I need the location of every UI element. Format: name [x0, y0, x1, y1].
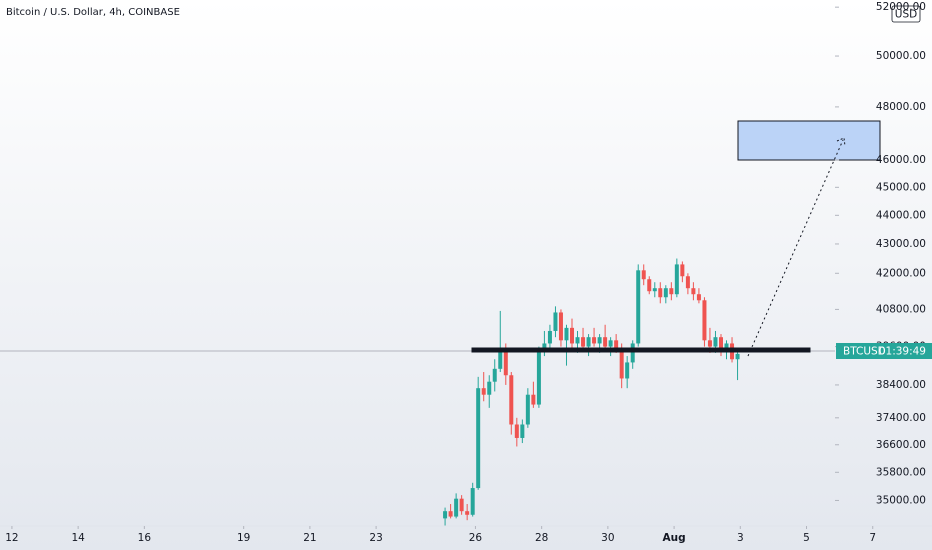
candle-body [581, 337, 586, 347]
candle-body [476, 388, 481, 489]
currency-label: USD [895, 9, 917, 21]
candle-body [625, 362, 630, 379]
x-tick-label: 14 [71, 532, 85, 544]
y-tick-label: 46000.00 [876, 154, 926, 166]
y-tick-label: 40800.00 [876, 303, 926, 315]
candle-body [570, 327, 575, 344]
candle-body [520, 424, 525, 438]
x-tick-label: 7 [869, 532, 876, 544]
y-tick-label: 38400.00 [876, 379, 926, 391]
price-tag [836, 343, 932, 359]
candle-body [663, 288, 668, 298]
x-tick-label: 19 [237, 532, 250, 544]
candle-body [542, 343, 547, 350]
y-tick-label: 45000.00 [876, 181, 926, 193]
candles [443, 258, 740, 526]
x-tick-label: 28 [535, 532, 548, 544]
x-tick-label: 5 [803, 532, 810, 544]
candle-body [586, 337, 591, 347]
y-tick-label: 48000.00 [876, 101, 926, 113]
x-tick-label: Aug [663, 532, 686, 544]
candle-body [498, 349, 503, 369]
candle-body [702, 300, 707, 341]
candle-body [575, 337, 580, 344]
y-tick-label: 42000.00 [876, 267, 926, 279]
candle-body [696, 294, 701, 301]
candle-body [470, 488, 475, 515]
candle-body [652, 288, 657, 292]
candle-body [724, 343, 729, 350]
y-tick-label: 50000.00 [876, 50, 926, 62]
chart-title: Bitcoin / U.S. Dollar, 4h, COINBASE [6, 7, 180, 18]
candle-body [630, 343, 635, 363]
candle-body [536, 349, 541, 405]
candle-body [636, 270, 641, 344]
countdown-label: 01:39:49 [879, 346, 926, 358]
x-tick-label: 21 [303, 532, 316, 544]
y-tick-label: 44000.00 [876, 209, 926, 221]
candle-body [691, 288, 696, 295]
y-tick-label: 35000.00 [876, 494, 926, 506]
x-tick-label: 12 [5, 532, 18, 544]
candle-body [719, 337, 724, 350]
arrow-head [836, 137, 846, 147]
candle-body [658, 288, 663, 298]
currency-box [891, 5, 921, 23]
symbol-label: BTCUSD [843, 346, 886, 358]
candle-body [713, 337, 718, 347]
candle-body [558, 312, 563, 341]
candle-body [525, 394, 530, 425]
y-tick-label: 43000.00 [876, 238, 926, 250]
support-zone [471, 347, 811, 353]
candle-body [680, 264, 685, 277]
candle-body [614, 340, 619, 350]
candle-body [685, 276, 690, 289]
candle-body [669, 288, 674, 295]
candle-body [492, 368, 497, 382]
candle-body [531, 394, 536, 405]
candle-body [487, 381, 492, 395]
axes: 52000.00 50000.00 48000.00 46000.00 45000.00… [5, 1, 926, 544]
candle-body [707, 340, 712, 347]
candle-body [597, 337, 602, 344]
candle-body [465, 511, 470, 515]
y-tick-label: 36600.00 [876, 439, 926, 451]
candle-body [503, 349, 508, 376]
candle-body [603, 337, 608, 347]
candle-body [547, 330, 552, 344]
candle-body [448, 511, 453, 517]
candle-body [674, 264, 679, 295]
candle-body [459, 498, 464, 512]
candle-body [647, 279, 652, 292]
candle-body [553, 312, 558, 331]
candle-body [509, 375, 514, 425]
x-tick-label: 30 [601, 532, 614, 544]
x-tick-label: 3 [737, 532, 744, 544]
candle-body [481, 388, 486, 395]
candle-body [443, 511, 448, 519]
x-tick-label: 26 [469, 532, 483, 544]
candle-body [619, 349, 624, 379]
y-tick-label: 37400.00 [876, 412, 926, 424]
candle-body [641, 270, 646, 280]
y-tick-label: 35800.00 [876, 466, 926, 478]
x-tick-label: 23 [369, 532, 382, 544]
candle-body [514, 424, 519, 438]
candle-body [592, 337, 597, 344]
candle-body [454, 498, 459, 517]
target-box [737, 120, 881, 161]
x-tick-label: 16 [138, 532, 152, 544]
candle-body [735, 353, 740, 360]
candle-body [564, 327, 569, 341]
candle-body [608, 340, 613, 347]
projection-arrow [747, 139, 844, 357]
y-tick-label: 52000.00 [876, 1, 926, 13]
